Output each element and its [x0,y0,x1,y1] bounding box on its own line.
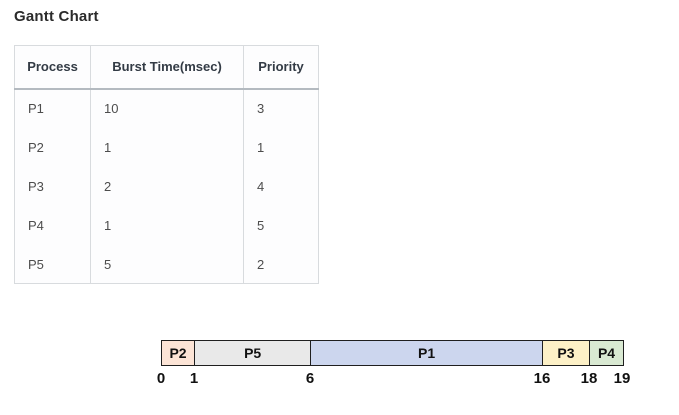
gantt-segment-label: P3 [557,345,575,361]
gantt-chart: P2 P5 P1 P3 P4 0 1 6 16 18 19 [157,340,630,387]
priority-cell: 5 [243,205,319,245]
gantt-segment-label: P2 [169,345,187,361]
process-cell: P3 [14,166,91,206]
process-cell: P2 [14,127,91,167]
time-tick-label: 16 [533,370,551,387]
process-cell: P1 [14,88,91,128]
burst-time-cell: 2 [90,166,244,206]
page-title: Gantt Chart [14,8,99,25]
gantt-segment-p4: P4 [590,341,624,365]
gantt-segment-label: P5 [244,345,262,361]
process-table: Process Burst Time(msec) Priority P1 10 … [14,45,319,284]
table-header-row: Process Burst Time(msec) Priority [14,45,319,90]
gantt-bar: P2 P5 P1 P3 P4 [161,340,624,366]
priority-cell: 1 [243,127,319,167]
gantt-segment-p1: P1 [311,341,543,365]
col-header-burst-time: Burst Time(msec) [90,45,244,90]
burst-time-cell: 1 [90,127,244,167]
priority-cell: 4 [243,166,319,206]
priority-cell: 2 [243,244,319,284]
time-tick-label: 6 [305,370,315,387]
table-row: P4 1 5 [14,205,319,245]
burst-time-cell: 5 [90,244,244,284]
gantt-segment-label: P4 [597,345,616,361]
table-row: P1 10 3 [14,88,319,128]
time-tick-label: 18 [580,370,598,387]
table-row: P3 2 4 [14,166,319,206]
gantt-segment-p2: P2 [162,341,195,365]
process-cell: P4 [14,205,91,245]
col-header-priority: Priority [243,45,319,90]
gantt-segment-label: P1 [418,345,436,361]
gantt-segment-p5: P5 [195,341,312,365]
table-row: P5 5 2 [14,244,319,284]
process-cell: P5 [14,244,91,284]
col-header-process: Process [14,45,91,90]
priority-cell: 3 [243,88,319,128]
burst-time-cell: 10 [90,88,244,128]
burst-time-cell: 1 [90,205,244,245]
table-row: P2 1 1 [14,127,319,167]
time-tick-label: 0 [156,370,166,387]
gantt-segment-p3: P3 [542,341,591,365]
time-tick-label: 19 [613,370,631,387]
gantt-ticks: 0 1 6 16 18 19 [157,370,631,390]
time-tick-label: 1 [189,370,199,387]
